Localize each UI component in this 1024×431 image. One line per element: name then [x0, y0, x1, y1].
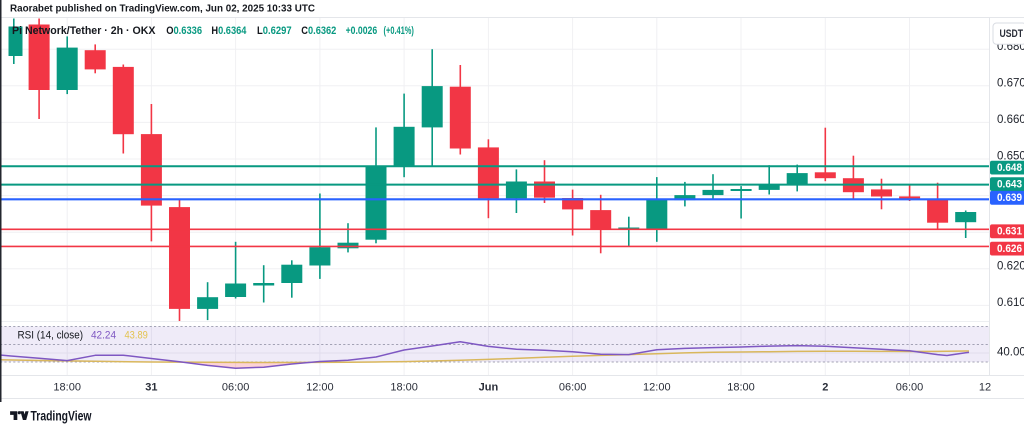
- svg-text:TradingView: TradingView: [31, 408, 92, 423]
- svg-text:42.24: 42.24: [91, 330, 116, 342]
- svg-text:0.631: 0.631: [997, 226, 1022, 238]
- svg-text:(+0.41%): (+0.41%): [384, 25, 415, 37]
- svg-text:H0.6364: H0.6364: [211, 25, 247, 37]
- svg-text:USDT: USDT: [1000, 28, 1024, 40]
- svg-text:18:00: 18:00: [390, 382, 418, 394]
- svg-text:0.660: 0.660: [997, 114, 1024, 126]
- svg-text:L0.6297: L0.6297: [257, 25, 292, 37]
- svg-text:Raorabet published on TradingV: Raorabet published on TradingView.com, J…: [10, 3, 315, 15]
- svg-text:Jun: Jun: [479, 382, 499, 394]
- svg-text:06:00: 06:00: [896, 382, 924, 394]
- svg-text:43.89: 43.89: [125, 330, 148, 342]
- svg-text:0.626: 0.626: [997, 243, 1022, 255]
- svg-text:06:00: 06:00: [222, 382, 250, 394]
- svg-text:18:00: 18:00: [727, 382, 755, 394]
- svg-text:0.648: 0.648: [997, 162, 1022, 174]
- svg-text:0.620: 0.620: [997, 260, 1024, 272]
- svg-text:+0.0026: +0.0026: [346, 25, 378, 37]
- svg-text:12: 12: [979, 382, 991, 394]
- svg-text:C0.6362: C0.6362: [301, 25, 336, 37]
- svg-text:31: 31: [145, 382, 157, 394]
- svg-text:0.670: 0.670: [997, 77, 1024, 89]
- svg-text:0.639: 0.639: [997, 192, 1022, 204]
- svg-text:O0.6336: O0.6336: [166, 25, 202, 37]
- svg-text:Pi Network/Tether · 2h · OKX: Pi Network/Tether · 2h · OKX: [12, 25, 156, 37]
- svg-text:0.610: 0.610: [997, 297, 1024, 309]
- svg-text:12:00: 12:00: [643, 382, 671, 394]
- svg-text:0.650: 0.650: [997, 151, 1024, 163]
- svg-text:40.00: 40.00: [997, 347, 1024, 359]
- svg-text:2: 2: [822, 382, 828, 394]
- svg-text:12:00: 12:00: [306, 382, 334, 394]
- svg-text:RSI (14, close): RSI (14, close): [18, 330, 84, 342]
- svg-text:18:00: 18:00: [53, 382, 81, 394]
- svg-text:06:00: 06:00: [559, 382, 587, 394]
- svg-text:0.643: 0.643: [997, 179, 1022, 191]
